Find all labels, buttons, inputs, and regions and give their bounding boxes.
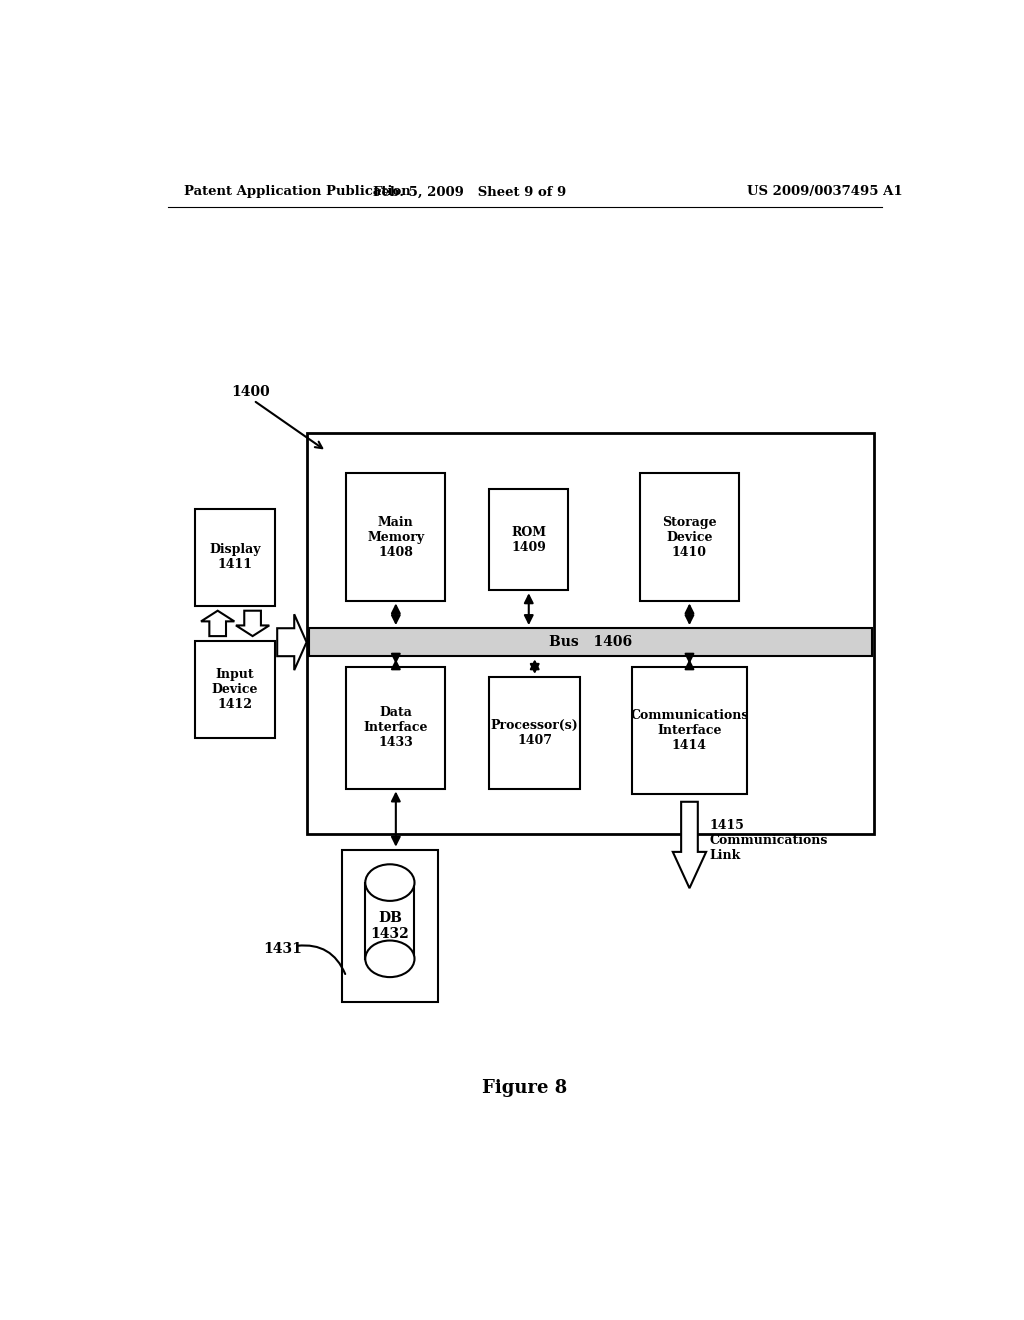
- Text: 1415
Communications
Link: 1415 Communications Link: [710, 818, 827, 862]
- Text: Data
Interface
1433: Data Interface 1433: [364, 706, 428, 748]
- Polygon shape: [366, 883, 415, 958]
- FancyBboxPatch shape: [346, 474, 445, 601]
- FancyBboxPatch shape: [346, 667, 445, 788]
- Polygon shape: [236, 611, 269, 636]
- Text: Figure 8: Figure 8: [482, 1080, 567, 1097]
- Text: Bus   1406: Bus 1406: [549, 635, 632, 649]
- FancyBboxPatch shape: [342, 850, 437, 1002]
- Ellipse shape: [366, 941, 415, 977]
- Text: 1400: 1400: [231, 385, 270, 399]
- Text: Storage
Device
1410: Storage Device 1410: [663, 516, 717, 558]
- Polygon shape: [673, 801, 707, 888]
- FancyBboxPatch shape: [632, 667, 748, 793]
- Text: DB
1432: DB 1432: [371, 911, 410, 941]
- Text: Processor(s)
1407: Processor(s) 1407: [490, 718, 579, 747]
- Text: ROM
1409: ROM 1409: [511, 525, 546, 553]
- Text: Input
Device
1412: Input Device 1412: [212, 668, 258, 711]
- Polygon shape: [201, 611, 234, 636]
- Text: Main
Memory
1408: Main Memory 1408: [368, 516, 424, 558]
- Text: Display
1411: Display 1411: [209, 544, 261, 572]
- Text: 1431: 1431: [263, 942, 302, 956]
- FancyBboxPatch shape: [640, 474, 739, 601]
- FancyBboxPatch shape: [489, 677, 581, 788]
- Text: Communications
Interface
1414: Communications Interface 1414: [631, 709, 749, 751]
- FancyBboxPatch shape: [196, 510, 274, 606]
- Text: Feb. 5, 2009   Sheet 9 of 9: Feb. 5, 2009 Sheet 9 of 9: [373, 185, 566, 198]
- FancyBboxPatch shape: [196, 642, 274, 738]
- Polygon shape: [278, 614, 306, 671]
- FancyBboxPatch shape: [489, 488, 568, 590]
- FancyBboxPatch shape: [306, 433, 873, 834]
- FancyBboxPatch shape: [309, 628, 872, 656]
- Text: US 2009/0037495 A1: US 2009/0037495 A1: [748, 185, 902, 198]
- Ellipse shape: [366, 865, 415, 900]
- Text: Patent Application Publication: Patent Application Publication: [183, 185, 411, 198]
